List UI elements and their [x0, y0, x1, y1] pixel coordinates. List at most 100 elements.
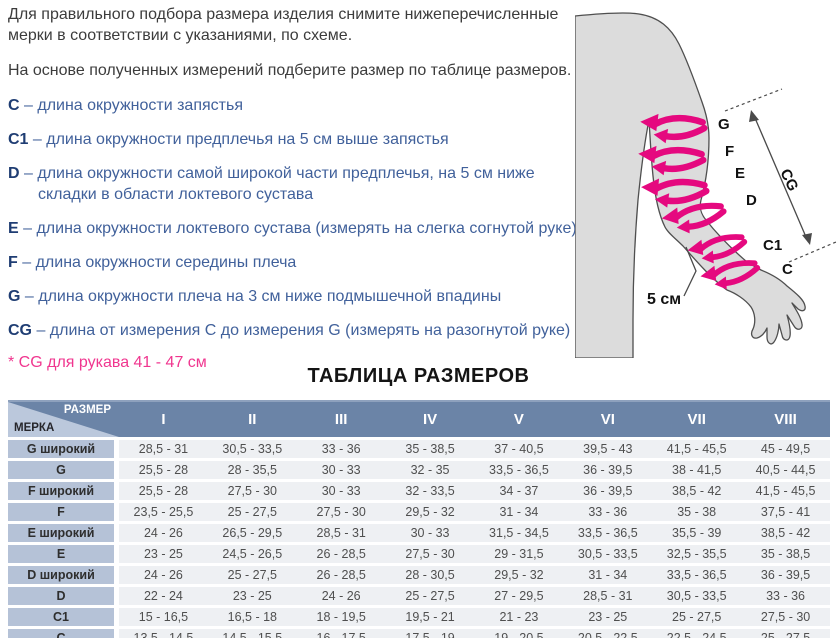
size-cell: 32 - 33,5 — [405, 484, 455, 498]
row-values: 24 - 26 25 - 27,5 26 - 28,5 28 - 30,5 29,5 -… — [119, 566, 830, 584]
definition-text: – длина от измерения C до измерения G (и… — [36, 322, 571, 339]
definition-item: C – длина окружности запястья — [8, 95, 582, 116]
size-cell: 28 - 35,5 — [227, 463, 277, 477]
column-header: VI — [600, 411, 615, 428]
size-cell: 38,5 - 42 — [672, 484, 722, 498]
table-row: C1 15 - 16,5 16,5 - 18 18 - 19,5 19,5 - 21 21… — [8, 608, 830, 626]
size-cell: 22,5 - 24,5 — [666, 631, 727, 638]
size-cell: 25 - 27,5 — [227, 505, 277, 519]
size-cell: 33,5 - 36,5 — [666, 568, 727, 582]
size-cell: 25,5 - 28 — [138, 484, 189, 498]
size-cell: 33,5 - 36,5 — [577, 526, 638, 540]
definition-item: F – длина окружности середины плеча — [8, 252, 582, 273]
size-cell: 30,5 - 33,5 — [666, 589, 727, 603]
size-cell: 35 - 38,5 — [405, 442, 455, 456]
size-cell: 24 - 26 — [143, 568, 183, 582]
arm-diagram-svg: G F E D C1 C CG 5 см — [575, 12, 837, 358]
size-cell: 36 - 39,5 — [583, 484, 633, 498]
size-cell: 33 - 36 — [588, 505, 628, 519]
arm-diagram: G F E D C1 C CG 5 см — [575, 0, 837, 358]
intro-paragraph-1: Для правильного подбора размера изделия … — [8, 6, 559, 44]
table-row: F 23,5 - 25,5 25 - 27,5 27,5 - 30 29,5 - 32 3… — [8, 503, 830, 521]
size-cell: 13,5 - 14,5 — [133, 631, 194, 638]
size-cell: 16,5 - 18 — [227, 610, 277, 624]
measure-label-g: G — [718, 116, 730, 133]
definition-item: E – длина окружности локтевого сустава (… — [8, 218, 582, 239]
row-values: 24 - 26 26,5 - 29,5 28,5 - 31 30 - 33 31,5 -… — [119, 524, 830, 542]
size-cell: 29 - 31,5 — [494, 547, 544, 561]
size-cell: 16 - 17,5 — [316, 631, 366, 638]
row-label: G — [8, 461, 114, 479]
row-values: 25,5 - 28 27,5 - 30 30 - 33 32 - 33,5 34 - 3… — [119, 482, 830, 500]
size-cell: 14,5 - 15,5 — [222, 631, 283, 638]
size-cell: 27,5 - 30 — [227, 484, 277, 498]
table-columns: I II III IV V VI VII VIII — [119, 402, 830, 437]
size-cell: 25,5 - 28 — [138, 463, 189, 477]
size-cell: 26 - 28,5 — [316, 547, 366, 561]
ribbon-c1 — [687, 234, 748, 264]
measure-label-c1: C1 — [763, 237, 782, 254]
size-cell: 21 - 23 — [499, 610, 539, 624]
measure-ribbons — [638, 113, 761, 290]
size-cell: 23,5 - 25,5 — [133, 505, 194, 519]
size-cell: 24 - 26 — [321, 589, 361, 603]
five-cm-bracket — [683, 246, 697, 297]
size-cell: 25 - 27,5 — [760, 631, 811, 638]
ribbon-e — [641, 178, 710, 208]
row-label: D широкий — [8, 566, 114, 584]
size-cell: 28,5 - 31 — [138, 442, 189, 456]
row-values: 22 - 24 23 - 25 24 - 26 25 - 27,5 27 - 29,5 2… — [119, 587, 830, 605]
size-table: РАЗМЕР МЕРКА I II III IV V VI VII VIII G широки… — [8, 400, 830, 638]
dashed-line-top — [724, 88, 783, 112]
size-cell: 38,5 - 42 — [760, 526, 811, 540]
table-row: F широкий 25,5 - 28 27,5 - 30 30 - 33 32 - 3… — [8, 482, 830, 500]
size-cell: 20,5 - 22,5 — [577, 631, 638, 638]
definition-text: – длина окружности предплечья на 5 см вы… — [32, 131, 449, 148]
definition-item: C1 – длина окружности предплечья на 5 см… — [8, 129, 582, 150]
measure-label-d: D — [746, 192, 757, 209]
size-cell: 35 - 38 — [677, 505, 717, 519]
size-cell: 19,5 - 21 — [405, 610, 455, 624]
size-cell: 41,5 - 45,5 — [755, 484, 816, 498]
size-cell: 33 - 36 — [321, 442, 361, 456]
definition-text: – длина окружности самой широкой части п… — [24, 165, 535, 203]
cg-note: * CG для рукава 41 - 47 см — [8, 354, 207, 371]
definition-text: – длина окружности локтевого сустава (из… — [23, 220, 577, 237]
size-cell: 40,5 - 44,5 — [755, 463, 816, 477]
size-cell: 33,5 - 36,5 — [489, 463, 549, 477]
size-cell: 26,5 - 29,5 — [222, 526, 283, 540]
definitions-list: C – длина окружности запястья C1 – длина … — [8, 95, 582, 341]
column-header: I — [161, 411, 166, 428]
size-cell: 32,5 - 35,5 — [666, 547, 727, 561]
row-values: 13,5 - 14,5 14,5 - 15,5 16 - 17,5 17,5 - 19… — [119, 629, 830, 638]
size-cell: 38 - 41,5 — [672, 463, 722, 477]
size-cell: 30 - 33 — [410, 526, 450, 540]
size-cell: 30 - 33 — [321, 484, 361, 498]
definition-letter: C1 — [8, 131, 29, 148]
size-cell: 37 - 40,5 — [494, 442, 544, 456]
table-row: E 23 - 25 24,5 - 26,5 26 - 28,5 27,5 - 30 29 … — [8, 545, 830, 563]
row-values: 23 - 25 24,5 - 26,5 26 - 28,5 27,5 - 30 29 -… — [119, 545, 830, 563]
table-row: D 22 - 24 23 - 25 24 - 26 25 - 27,5 27 - 29,5… — [8, 587, 830, 605]
definition-letter: G — [8, 288, 21, 305]
size-cell: 37,5 - 41 — [760, 505, 811, 519]
row-values: 23,5 - 25,5 25 - 27,5 27,5 - 30 29,5 - 32 31… — [119, 503, 830, 521]
table-body: G широкий 28,5 - 31 30,5 - 33,5 33 - 36 35 -… — [8, 440, 830, 638]
size-cell: 23 - 25 — [143, 547, 183, 561]
cg-arrow — [749, 110, 812, 245]
row-label: E широкий — [8, 524, 114, 542]
row-values: 28,5 - 31 30,5 - 33,5 33 - 36 35 - 38,5 37 -… — [119, 440, 830, 458]
row-values: 25,5 - 28 28 - 35,5 30 - 33 32 - 35 33,5 - 3… — [119, 461, 830, 479]
size-cell: 27 - 29,5 — [494, 589, 544, 603]
dashed-line-bottom — [788, 241, 837, 263]
size-cell: 31,5 - 34,5 — [489, 526, 549, 540]
corner-label-size: РАЗМЕР — [63, 404, 111, 416]
size-cell: 29,5 - 32 — [494, 568, 544, 582]
corner-label-measure: МЕРКА — [14, 422, 55, 434]
size-cell: 36 - 39,5 — [760, 568, 811, 582]
ribbon-g — [640, 113, 708, 144]
measure-label-f: F — [725, 143, 734, 160]
size-cell: 25 - 27,5 — [405, 589, 455, 603]
size-cell: 33 - 36 — [766, 589, 806, 603]
